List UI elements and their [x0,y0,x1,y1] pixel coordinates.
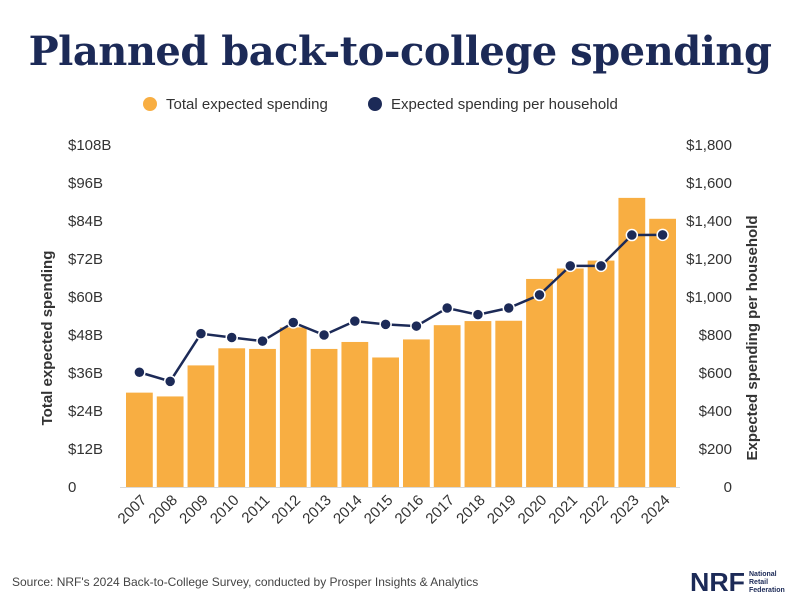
x-tick-label: 2019 [484,492,520,528]
bar-2015 [372,357,399,487]
x-tick-label: 2007 [115,492,151,528]
left-tick-label: $24B [68,403,103,420]
left-tick-label: $36B [68,365,103,382]
bar-2017 [433,325,461,487]
legend-marker-per-household [368,97,382,111]
bar-2022 [587,260,615,487]
left-tick-label: $60B [68,289,103,306]
right-tick-label: $1,000 [686,289,732,306]
bar-2021 [556,268,584,487]
bar-2020 [526,278,553,487]
right-tick-label: $600 [699,365,732,382]
point-2017 [440,301,454,315]
per-household-line [139,233,663,383]
point-2018 [471,308,485,321]
x-tick-label: 2022 [576,492,612,528]
logo-line-3: Federation [749,587,785,594]
x-axis-ticks: 2007200820092010201120122013201420152016… [115,492,674,528]
legend-label-total: Total expected spending [166,96,328,113]
right-axis-title: Expected spending per household [744,215,761,460]
right-tick-label: $1,200 [686,251,732,268]
point-2013 [317,328,331,342]
point-2011 [256,334,269,348]
left-tick-label: $48B [68,327,103,344]
point-2023 [625,228,639,242]
point-2021 [564,259,577,273]
nrf-logo: NRF National Retail Federation [690,567,785,597]
point-2014 [348,314,362,328]
legend-marker-total [143,97,157,111]
bar-2012 [279,327,307,487]
bar-2016 [403,339,430,487]
point-2010 [225,331,238,344]
logo-mark: NRF [690,567,745,597]
right-tick-label: $1,400 [686,213,732,230]
bar-2014 [341,341,369,487]
left-axis-title: Total expected spending [39,251,56,426]
point-2008 [163,375,177,388]
bar-2019 [495,320,523,487]
x-tick-label: 2010 [207,492,243,528]
x-tick-label: 2009 [176,492,212,528]
right-axis-ticks: 0 $200 $400 $600 $800 $1,000 $1,200 $1,400 $1,60… [686,137,732,496]
bar-2024 [649,218,676,488]
point-2020 [533,288,546,302]
point-2016 [410,319,423,333]
x-tick-label: 2014 [330,492,366,528]
bar-2023 [618,197,646,487]
bar-2011 [249,348,276,487]
x-tick-label: 2021 [545,492,581,528]
point-2015 [379,318,392,331]
x-tick-label: 2020 [515,492,551,528]
right-tick-label: $1,800 [686,137,732,154]
left-tick-label: 0 [68,479,76,496]
point-2019 [502,301,515,315]
right-tick-label: $1,600 [686,175,732,192]
logo-line-2: Retail [749,579,768,586]
x-tick-label: 2023 [607,492,643,528]
line-series [133,228,669,388]
right-tick-label: 0 [724,479,732,496]
x-tick-label: 2017 [422,492,458,528]
bar-2013 [310,348,338,487]
point-2012 [287,316,300,329]
bar-2018 [464,321,492,487]
right-tick-label: $200 [699,441,732,458]
point-2007 [133,365,146,379]
x-tick-label: 2012 [268,492,304,528]
x-tick-label: 2008 [145,492,181,528]
left-axis-ticks: 0 $12B $24B $36B $48B $60B $72B $84B $96B $108B [68,137,111,496]
x-tick-label: 2015 [361,492,397,528]
bar-2009 [187,365,215,487]
x-tick-label: 2013 [299,492,335,528]
logo-line-1: National [749,571,777,578]
x-tick-label: 2011 [238,492,273,527]
bar-series [126,197,676,488]
source-note: Source: NRF's 2024 Back-to-College Surve… [12,575,478,589]
right-tick-label: $800 [699,327,732,344]
right-tick-label: $400 [699,403,732,420]
left-tick-label: $96B [68,175,103,192]
point-2024 [656,228,669,242]
left-tick-label: $12B [68,441,103,458]
left-tick-label: $108B [68,137,111,154]
bar-2007 [126,392,153,487]
x-tick-label: 2016 [392,492,428,528]
legend-label-per-household: Expected spending per household [391,96,618,113]
chart-title: Planned back-to-college spending [28,28,772,75]
left-tick-label: $72B [68,251,103,268]
bar-2010 [218,348,246,487]
legend: Total expected spending Expected spendin… [143,96,618,113]
x-tick-label: 2018 [453,492,489,528]
point-2022 [594,259,608,273]
bar-2008 [156,396,184,487]
point-2009 [194,327,208,340]
left-tick-label: $84B [68,213,103,230]
x-tick-label: 2024 [638,492,674,528]
